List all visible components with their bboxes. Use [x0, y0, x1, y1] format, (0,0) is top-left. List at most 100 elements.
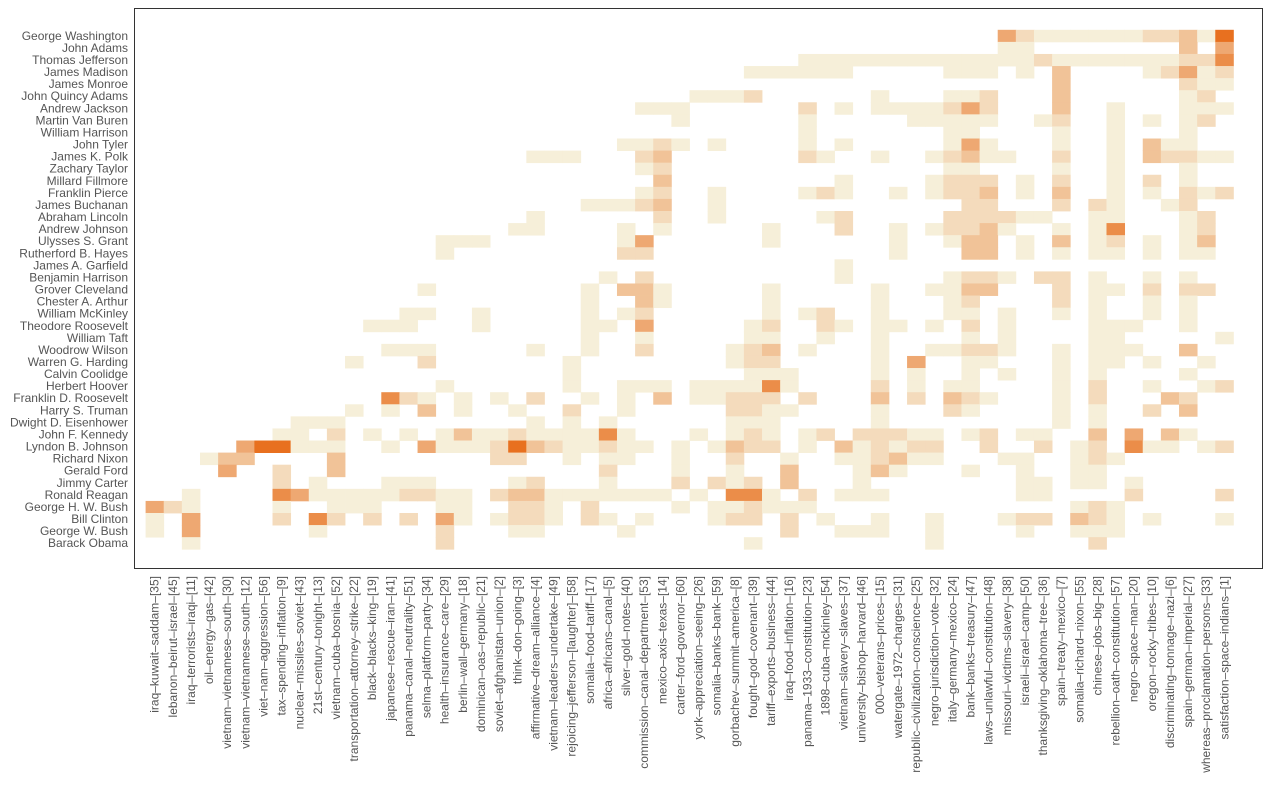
- heatmap-cell: [888, 464, 908, 478]
- heatmap-cell: [961, 198, 980, 212]
- heatmap-cell: [997, 452, 1017, 466]
- heatmap-cell: [798, 307, 817, 321]
- column-label: panama–canal–neutrality–[51]: [401, 576, 415, 737]
- heatmap-cell: [580, 392, 600, 405]
- heatmap-cell: [526, 223, 545, 236]
- heatmap-cell: [943, 343, 962, 357]
- heatmap-cell: [834, 138, 854, 151]
- heatmap-cell: [1142, 150, 1162, 164]
- heatmap-cell: [1179, 78, 1198, 91]
- heatmap-cell: [743, 416, 763, 429]
- heatmap-cell: [961, 126, 980, 139]
- heatmap-cell: [870, 355, 890, 369]
- column-label: black–blacks–king–[19]: [365, 576, 379, 700]
- heatmap-cell: [290, 440, 310, 453]
- heatmap-cell: [580, 295, 600, 309]
- heatmap-cell: [961, 211, 980, 224]
- column-label: tariff–exports–business–[44]: [764, 576, 778, 726]
- row-label: Rutherford B. Hayes: [19, 246, 128, 260]
- heatmap-cell: [1179, 162, 1198, 176]
- heatmap-cell: [471, 428, 491, 441]
- heatmap-cell: [816, 211, 835, 224]
- heatmap-cell: [743, 488, 763, 502]
- column-label: silver–gold–notes–[40]: [619, 576, 633, 696]
- heatmap-cell: [308, 440, 328, 453]
- heatmap-cell: [653, 211, 672, 224]
- heatmap-cell: [1106, 355, 1126, 369]
- heatmap-cell: [943, 114, 962, 127]
- row-label: Lyndon B. Johnson: [26, 440, 128, 454]
- heatmap-cell: [526, 525, 545, 538]
- heatmap-cell: [1052, 223, 1071, 236]
- heatmap-cell: [852, 440, 872, 453]
- heatmap-cell: [653, 150, 672, 164]
- heatmap-cell: [1088, 283, 1107, 296]
- column-label: lebanon–beirut–israel–[45]: [166, 576, 180, 717]
- heatmap-cell: [544, 428, 563, 441]
- heatmap-cell: [598, 452, 618, 466]
- heatmap-cell: [1142, 380, 1162, 393]
- heatmap-cell: [1088, 525, 1107, 538]
- heatmap-cell: [1015, 452, 1035, 466]
- heatmap-cell: [598, 198, 618, 212]
- heatmap-cell: [653, 102, 672, 115]
- heatmap-cell: [1106, 102, 1126, 115]
- heatmap-cell: [1179, 126, 1198, 139]
- heatmap-cell: [1197, 223, 1216, 236]
- heatmap-cell: [979, 283, 999, 296]
- heatmap-cell: [997, 271, 1017, 284]
- heatmap-cell: [870, 150, 890, 164]
- heatmap-cell: [979, 114, 999, 127]
- column-label: 21st–century–tonight–[13]: [311, 576, 325, 714]
- row-label: Dwight D. Eisenhower: [10, 415, 128, 429]
- heatmap-cell: [1160, 428, 1180, 441]
- heatmap-cell: [181, 513, 201, 526]
- heatmap-cell: [689, 90, 709, 103]
- heatmap-cell: [1197, 114, 1216, 127]
- heatmap-cell: [925, 186, 944, 200]
- heatmap-cell: [943, 66, 962, 79]
- heatmap-cell: [798, 114, 817, 127]
- row-label: George H. W. Bush: [25, 500, 128, 514]
- heatmap-cell: [417, 476, 437, 490]
- heatmap-cell: [943, 90, 962, 103]
- heatmap-cell: [435, 247, 455, 260]
- heatmap-cell: [526, 416, 545, 429]
- heatmap-cell: [490, 428, 509, 441]
- heatmap-cell: [852, 464, 872, 478]
- heatmap-cell: [1106, 513, 1126, 526]
- heatmap-cell: [1106, 525, 1126, 538]
- heatmap-cell: [526, 488, 545, 502]
- heatmap-cell: [326, 416, 346, 429]
- heatmap-cell: [616, 392, 636, 405]
- heatmap-cell: [925, 150, 944, 164]
- heatmap-cell: [453, 392, 473, 405]
- heatmap-cell: [508, 500, 527, 514]
- row-label: John Tyler: [73, 138, 128, 152]
- heatmap-cell: [1015, 29, 1035, 43]
- row-label: Harry S. Truman: [40, 403, 128, 417]
- heatmap-cell: [870, 513, 890, 526]
- heatmap-cell: [816, 186, 835, 200]
- heatmap-cell: [961, 404, 980, 417]
- heatmap-cell: [1088, 29, 1107, 43]
- heatmap-cell: [1052, 343, 1071, 357]
- heatmap-cell: [852, 428, 872, 441]
- heatmap-cell: [580, 513, 600, 526]
- heatmap-cell: [399, 319, 418, 333]
- heatmap-cell: [925, 283, 944, 296]
- heatmap-cell: [1215, 66, 1234, 79]
- heatmap-cell: [345, 488, 364, 502]
- heatmap-cell: [490, 452, 509, 466]
- heatmap-cell: [1033, 271, 1053, 284]
- heatmap-cell: [1033, 476, 1053, 490]
- heatmap-cell: [635, 331, 654, 345]
- heatmap-cell: [326, 500, 346, 514]
- heatmap-cell: [725, 452, 745, 466]
- heatmap-cell: [1142, 307, 1162, 321]
- heatmap-cell: [1052, 90, 1071, 103]
- row-label: William McKinley: [37, 307, 128, 321]
- heatmap-cell: [1052, 78, 1071, 91]
- column-label: satisfaction–space–indians–[1]: [1217, 576, 1231, 739]
- heatmap-cell: [762, 392, 781, 405]
